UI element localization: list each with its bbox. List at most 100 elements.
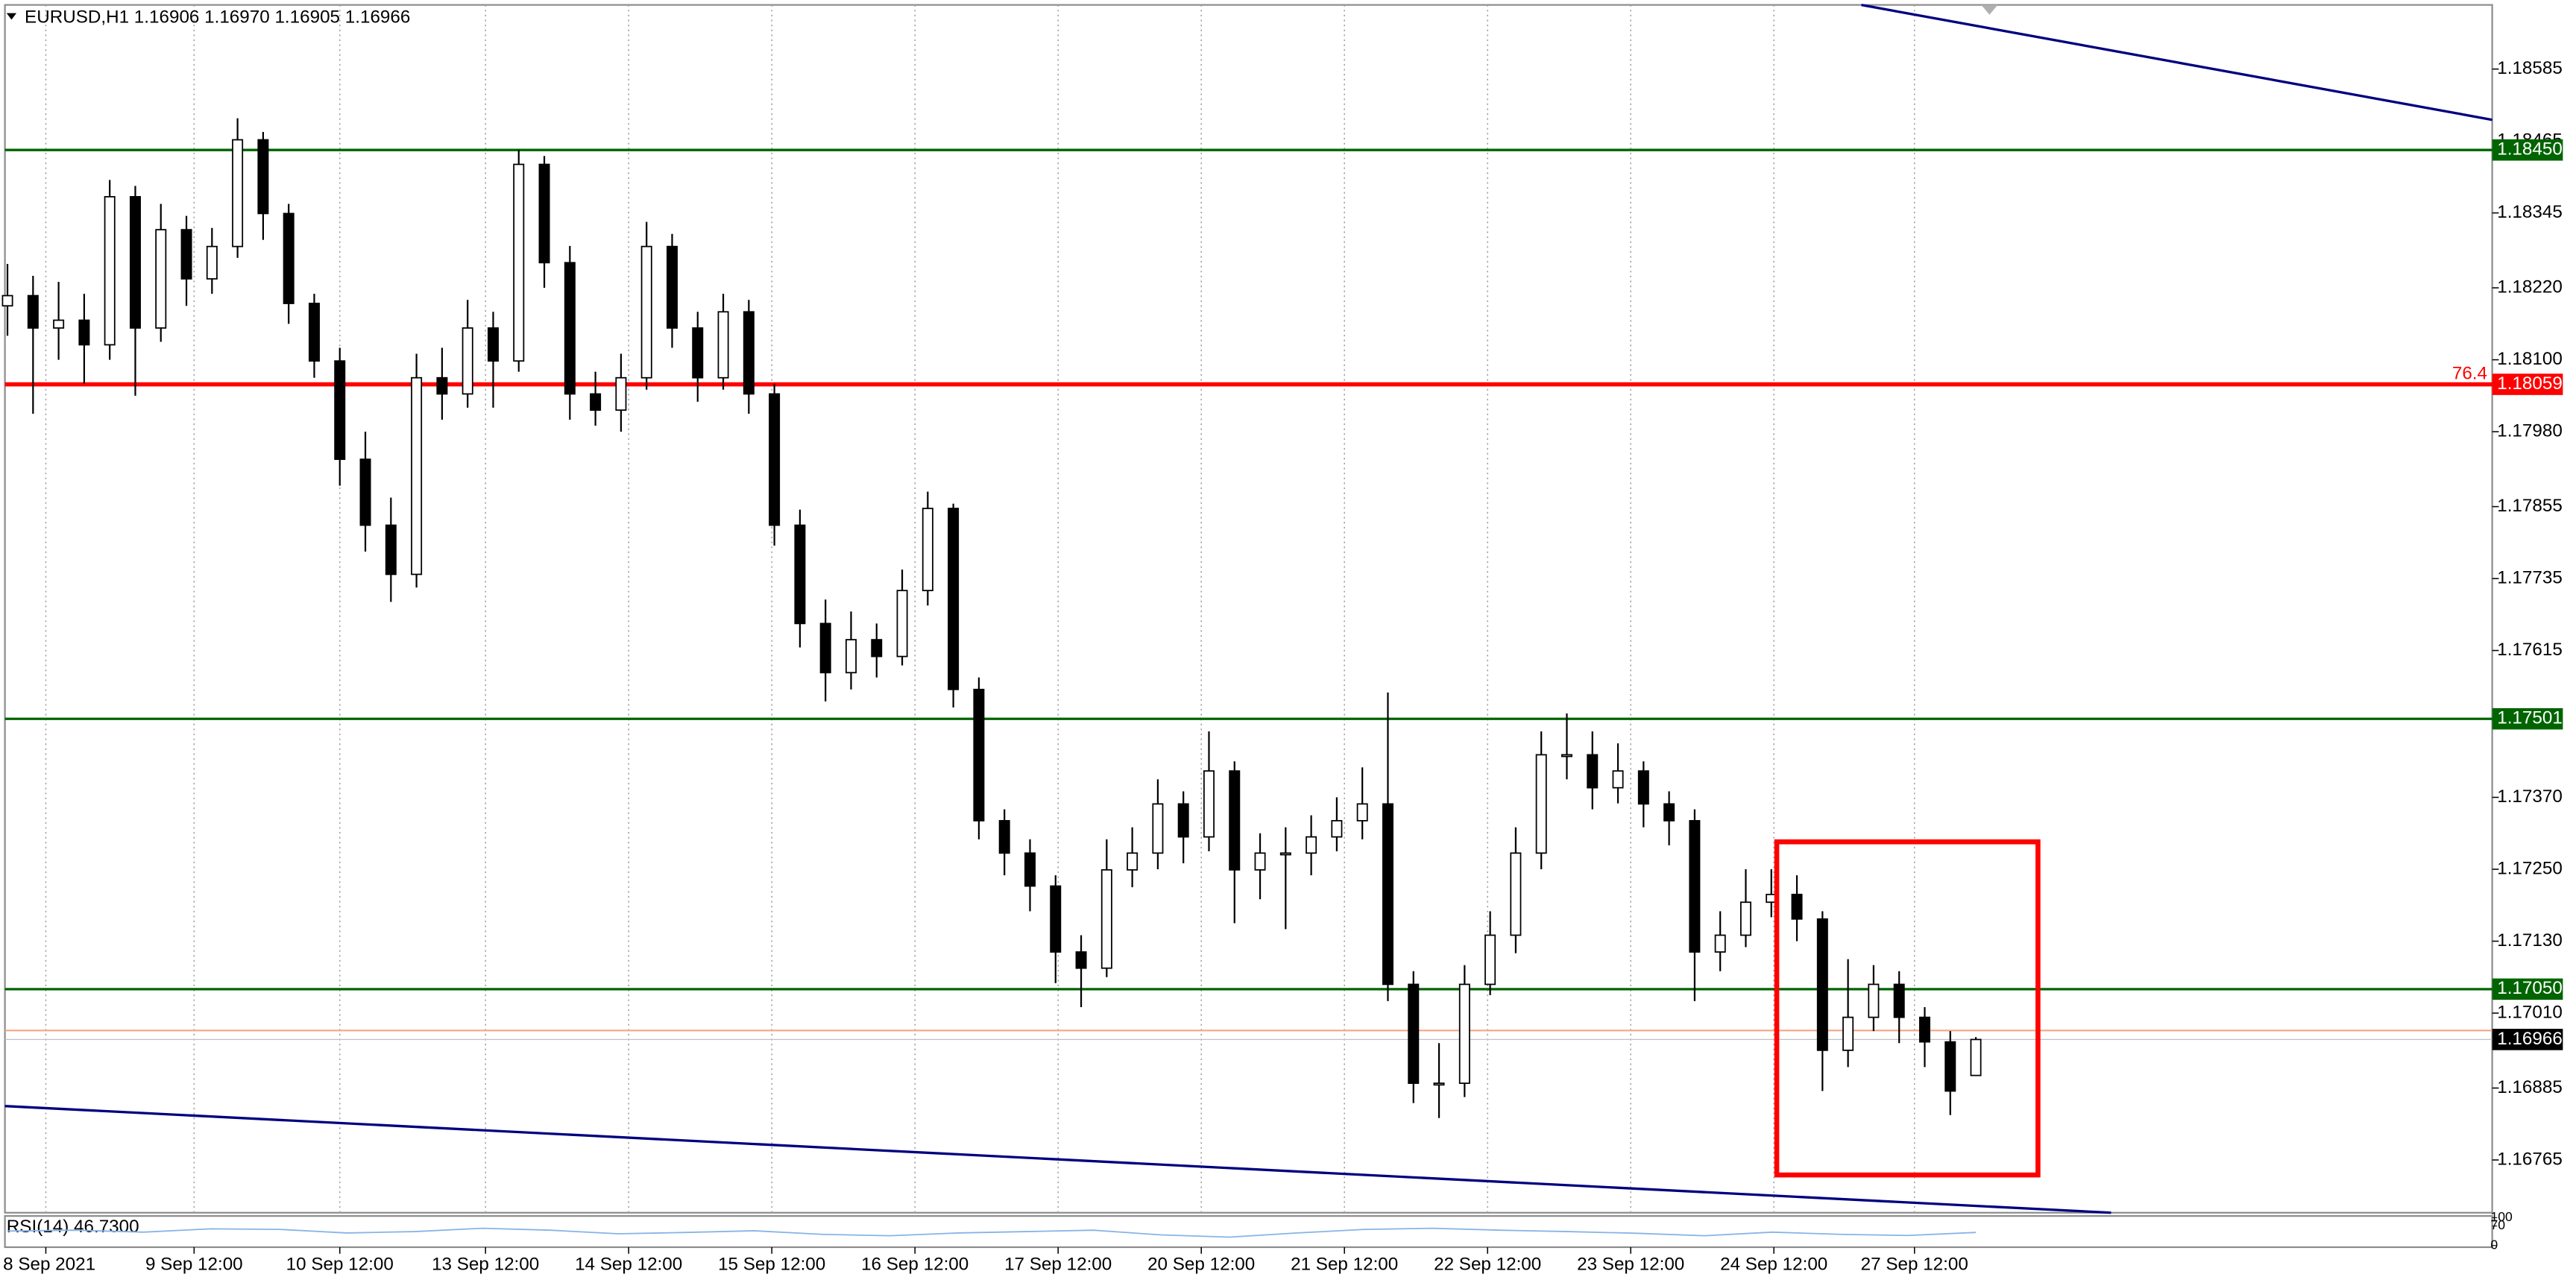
candle-body xyxy=(1254,852,1266,871)
rsi-line xyxy=(7,1227,1977,1238)
candle-body xyxy=(1944,1041,1956,1092)
candle-body xyxy=(1,294,13,307)
candle-body xyxy=(590,393,602,412)
y-tick-label: 1.18345 xyxy=(2497,202,2563,222)
candle-body xyxy=(257,139,269,215)
rsi-pane-frame xyxy=(4,1215,2493,1249)
y-tick-label: 1.16765 xyxy=(2497,1149,2563,1169)
y-tick-label: 1.17010 xyxy=(2497,1002,2563,1022)
candle-body xyxy=(538,163,550,264)
candle-body xyxy=(1918,1016,1930,1043)
candle-body xyxy=(1816,918,1828,1051)
candle-body xyxy=(1535,754,1547,854)
candle-body xyxy=(1842,1016,1854,1051)
candle-body xyxy=(27,294,39,329)
candle-body xyxy=(1024,852,1036,887)
candle-body xyxy=(1637,770,1649,805)
trend-line xyxy=(4,1105,2111,1214)
candle-body xyxy=(436,376,448,395)
x-tick-label: 27 Sep 12:00 xyxy=(1861,1255,1968,1275)
y-tick-label: 1.17130 xyxy=(2497,930,2563,950)
x-tick-label: 21 Sep 12:00 xyxy=(1291,1255,1398,1275)
candle-body xyxy=(155,229,167,329)
y-tick-label: 1.17855 xyxy=(2497,496,2563,516)
x-tick-label: 10 Sep 12:00 xyxy=(286,1255,394,1275)
main-pane-frame xyxy=(4,4,2493,1214)
level-label-box xyxy=(2492,373,2563,395)
candle-body xyxy=(1868,983,1880,1018)
rsi-tick-label: 100 xyxy=(2490,1209,2513,1224)
candle-body xyxy=(359,458,371,526)
highlight-box xyxy=(1774,839,2041,1178)
candle-body xyxy=(717,311,729,379)
candle-body xyxy=(1663,803,1675,822)
candle-body xyxy=(180,229,192,280)
y-tick-label: 1.18585 xyxy=(2497,58,2563,78)
x-tick-label: 24 Sep 12:00 xyxy=(1720,1255,1827,1275)
candle-body xyxy=(1331,820,1343,838)
candle-body xyxy=(973,688,985,822)
candle-body xyxy=(1382,803,1394,986)
candle-body xyxy=(1510,852,1522,936)
candle-body xyxy=(1279,852,1291,856)
candle-body xyxy=(1100,868,1112,969)
candle-body xyxy=(1612,770,1624,789)
candle-body xyxy=(1587,754,1599,789)
last-price-box xyxy=(2492,1029,2563,1050)
candle-body xyxy=(871,639,883,658)
chart-title: EURUSD,H1 1.16906 1.16970 1.16905 1.1696… xyxy=(25,7,410,28)
candle-body xyxy=(129,196,141,329)
x-tick-label: 23 Sep 12:00 xyxy=(1577,1255,1684,1275)
candle-body xyxy=(283,212,295,304)
y-tick-label: 1.17735 xyxy=(2497,567,2563,587)
x-tick-label: 16 Sep 12:00 xyxy=(861,1255,969,1275)
y-tick-label: 1.16885 xyxy=(2497,1077,2563,1097)
level-label: 1.17050 xyxy=(2497,978,2563,998)
axes: 8 Sep 2021 9 Sep 12:00 10 Sep 12:00 13 Sep … xyxy=(3,58,2563,1275)
candle-body xyxy=(794,524,806,625)
candle-body xyxy=(1050,885,1062,953)
trend-line xyxy=(1861,3,2492,122)
candle-body xyxy=(998,820,1010,854)
candle-body xyxy=(1484,934,1496,986)
candle-body xyxy=(1433,1082,1445,1086)
y-tick-label: 1.17980 xyxy=(2497,420,2563,441)
candle-body xyxy=(513,163,525,362)
candle-body xyxy=(564,262,576,395)
candle-body xyxy=(845,639,857,674)
rsi-tick-label: 0 xyxy=(2490,1237,2498,1252)
candle-body xyxy=(1408,983,1420,1084)
candle-body xyxy=(1970,1038,1982,1076)
x-tick-label: 8 Sep 2021 xyxy=(3,1255,95,1275)
level-label: 1.17501 xyxy=(2497,708,2563,728)
x-tick-label: 20 Sep 12:00 xyxy=(1147,1255,1255,1275)
candle-body xyxy=(1689,820,1701,953)
level-tag: 76.4 xyxy=(2452,364,2487,384)
level-label: 1.18059 xyxy=(2497,373,2563,394)
candle-body xyxy=(1127,852,1139,871)
candle-body xyxy=(1739,901,1751,936)
candle-body xyxy=(1306,836,1317,854)
candle-body xyxy=(308,303,320,362)
candle-body xyxy=(1791,893,1803,920)
menu-arrow[interactable] xyxy=(6,13,17,20)
candle-body xyxy=(922,508,933,592)
level-label-box xyxy=(2492,707,2563,730)
level-label-box xyxy=(2492,978,2563,1000)
candle-body xyxy=(692,327,704,379)
x-tick-label: 22 Sep 12:00 xyxy=(1434,1255,1541,1275)
candle-body xyxy=(53,319,65,329)
rsi-tick-label: 70 xyxy=(2490,1217,2505,1232)
y-tick-label: 1.18100 xyxy=(2497,349,2563,369)
candle-body xyxy=(1561,754,1572,757)
candle-body xyxy=(1203,770,1215,838)
last-price-label: 1.16966 xyxy=(2497,1029,2563,1049)
candles xyxy=(1,118,1982,1118)
candle-body xyxy=(769,393,781,526)
candle-body xyxy=(948,508,960,690)
candle-body xyxy=(1458,983,1470,1084)
candle-body xyxy=(411,376,423,576)
candle-body xyxy=(78,319,90,346)
y-tick-label: 1.18220 xyxy=(2497,277,2563,297)
